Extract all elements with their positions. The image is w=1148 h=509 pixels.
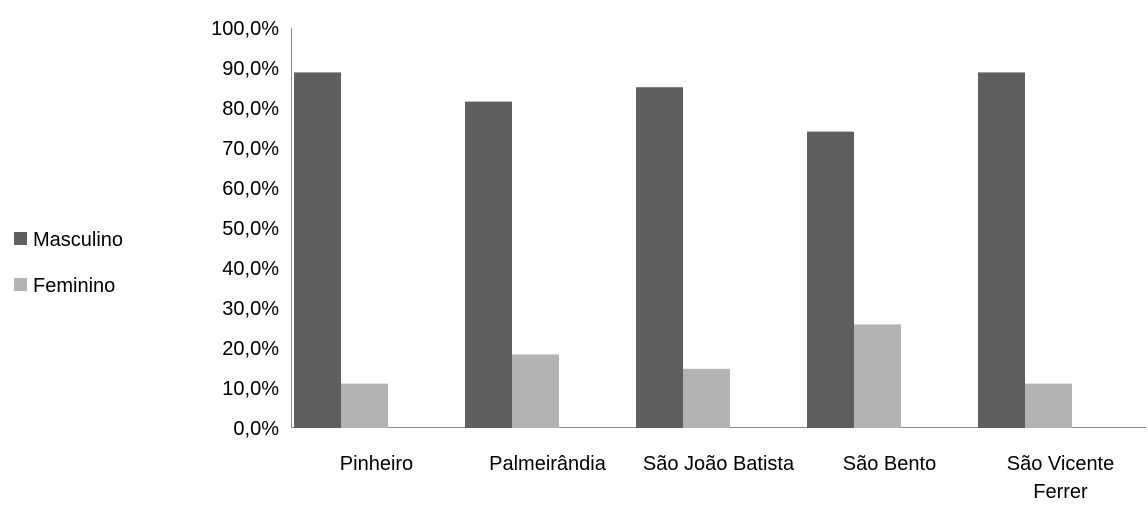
bar-masculino [807, 131, 854, 428]
y-tick-label: 70,0% [222, 138, 279, 160]
bar-masculino [978, 72, 1025, 429]
x-tick-label: São João Batista [643, 453, 795, 475]
y-tick-labels: 0,0% 10,0% 20,0% 30,0% 40,0% 50,0% 60,0% 70,0% 8… [211, 18, 279, 440]
y-tick-label: 10,0% [222, 378, 279, 400]
bar-feminino [1025, 383, 1072, 428]
x-tick-label: São Vicente Ferrer [1007, 453, 1115, 503]
y-tick-label: 80,0% [222, 98, 279, 120]
legend-label-masculino: Masculino [33, 229, 123, 251]
y-tick-label: 20,0% [222, 338, 279, 360]
bar-masculino [294, 72, 341, 429]
y-tick-label: 40,0% [222, 258, 279, 280]
bar-feminino [512, 354, 559, 428]
y-tick-label: 100,0% [211, 18, 279, 40]
y-tick-label: 30,0% [222, 298, 279, 320]
legend-label-feminino: Feminino [33, 275, 115, 297]
bar-feminino [683, 368, 730, 428]
bar-masculino [465, 101, 512, 428]
legend-swatch-masculino [14, 232, 27, 245]
y-tick-label: 0,0% [233, 418, 279, 440]
x-tick-label: Pinheiro [340, 453, 413, 475]
x-tick-labels: Pinheiro Palmeirândia São João Batista São … [340, 453, 1114, 503]
y-tick-label: 60,0% [222, 178, 279, 200]
bar-masculino [636, 87, 683, 428]
y-tick-label: 90,0% [222, 58, 279, 80]
bar-feminino [341, 383, 388, 428]
x-tick-label: São Bento [843, 453, 936, 475]
x-tick-label: Palmeirândia [489, 453, 607, 475]
legend: Masculino Feminino [14, 229, 123, 297]
bars [294, 72, 1072, 429]
legend-swatch-feminino [14, 278, 27, 291]
bar-feminino [854, 324, 901, 428]
y-tick-label: 50,0% [222, 218, 279, 240]
